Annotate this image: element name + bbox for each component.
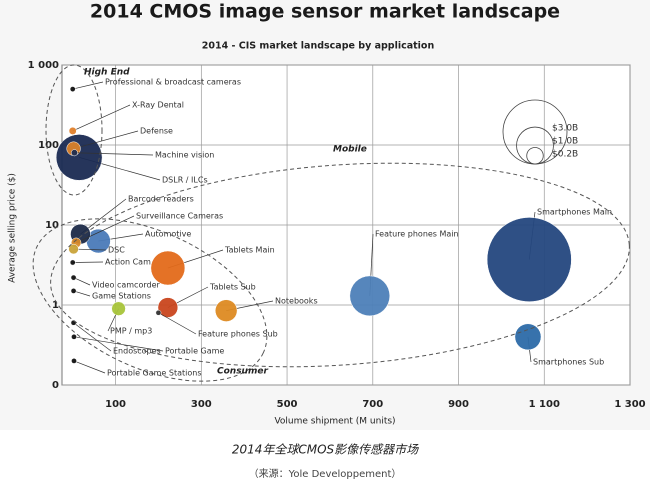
leader-line: [73, 336, 164, 352]
x-tick-label: 1 100: [529, 399, 560, 410]
size-legend-label: $0.2B: [552, 150, 578, 160]
x-tick-label: 300: [191, 399, 212, 410]
leader-line: [73, 277, 91, 286]
bubble-label: Professional & broadcast cameras: [105, 78, 241, 87]
leader-line: [72, 104, 131, 132]
bubble-label: Portable Game: [165, 347, 224, 356]
chart-subtitle: 2014 - CIS market landscape by applicati…: [202, 41, 435, 52]
bubble: [69, 86, 76, 92]
y-tick-label: 1: [52, 300, 59, 311]
bubble-label: DSLR / ILCs: [162, 176, 208, 185]
y-axis-label: Average selling price ($): [8, 173, 18, 283]
leader-line: [73, 360, 106, 374]
bubble: [71, 358, 77, 364]
bubble: [486, 217, 572, 302]
y-tick-label: 1 000: [28, 60, 59, 71]
bubble-label: PMP / mp3: [110, 327, 152, 336]
bubble-label: Feature phones Sub: [198, 330, 278, 339]
x-axis-label: Volume shipment (M units): [274, 417, 395, 427]
bubble-label: Barcode readers: [128, 195, 194, 204]
y-tick-label: 100: [38, 140, 59, 151]
bubble-label: Game Stations: [92, 292, 151, 301]
consumer-region: [32, 218, 268, 382]
bubble-label: Smartphones Main: [537, 208, 612, 217]
annotation: Mobile: [333, 145, 367, 155]
y-tick-label: 0: [52, 380, 59, 391]
bubble: [69, 259, 76, 266]
source: （来源：Yole Developpement）: [249, 467, 402, 480]
x-tick-label: 100: [105, 399, 126, 410]
x-tick-label: 500: [277, 399, 298, 410]
bubble-label: Portable Game Stations: [107, 369, 202, 378]
bubble-label: Video camcorder: [92, 281, 160, 290]
y-tick-label: 10: [45, 220, 59, 231]
bubble-label: DSC: [108, 246, 125, 255]
leader-line: [75, 215, 135, 244]
high-end-region: [45, 64, 103, 196]
bubble: [68, 243, 79, 255]
bubble: [349, 275, 391, 317]
bubble: [514, 323, 542, 351]
leader-line: [74, 152, 154, 156]
bubble-label: Tablets Main: [224, 246, 275, 255]
x-tick-label: 700: [362, 399, 383, 410]
leader-line: [72, 81, 104, 90]
bubble: [215, 299, 238, 322]
leader-line: [73, 322, 112, 352]
size-legend-label: $1.0B: [552, 137, 578, 147]
bubble: [68, 126, 77, 135]
bubble-label: Tablets Sub: [209, 283, 256, 292]
bubble-label: X-Ray Dental: [132, 101, 184, 110]
bubble: [70, 149, 78, 157]
bubble-label: Endoscopes: [113, 347, 161, 356]
bubble: [70, 288, 77, 294]
bubble: [70, 274, 77, 281]
x-tick-label: 1 300: [614, 399, 645, 410]
bubble-label: Feature phones Main: [375, 230, 459, 239]
caption: 2014年全球CMOS影像传感器市场: [232, 443, 419, 457]
bubble-label: Smartphones Sub: [533, 358, 604, 367]
mobile-region: [50, 162, 630, 368]
bubble-label: Machine vision: [155, 151, 214, 160]
bubble: [150, 250, 186, 286]
leader-line: [73, 248, 107, 251]
leader-line: [73, 130, 139, 149]
bubble-label: Automotive: [145, 230, 191, 239]
chart-title: 2014 CMOS image sensor market landscape: [90, 1, 560, 23]
bubble: [157, 297, 179, 318]
bubble: [155, 309, 162, 316]
bubble-label: Action Cam: [105, 258, 151, 267]
x-tick-label: 900: [448, 399, 469, 410]
leader-line: [73, 290, 91, 297]
size-legend-label: $3.0B: [552, 124, 578, 134]
bubble-label: Notebooks: [275, 297, 318, 306]
bubble-label: Surveillance Cameras: [136, 212, 223, 221]
size-legend-circle: [526, 147, 544, 165]
bubble: [111, 301, 126, 316]
leader-line: [158, 312, 197, 335]
annotation: High End: [84, 68, 130, 78]
bubble: [71, 333, 77, 340]
annotation: Consumer: [217, 367, 268, 377]
bubble-label: Defense: [140, 127, 173, 136]
